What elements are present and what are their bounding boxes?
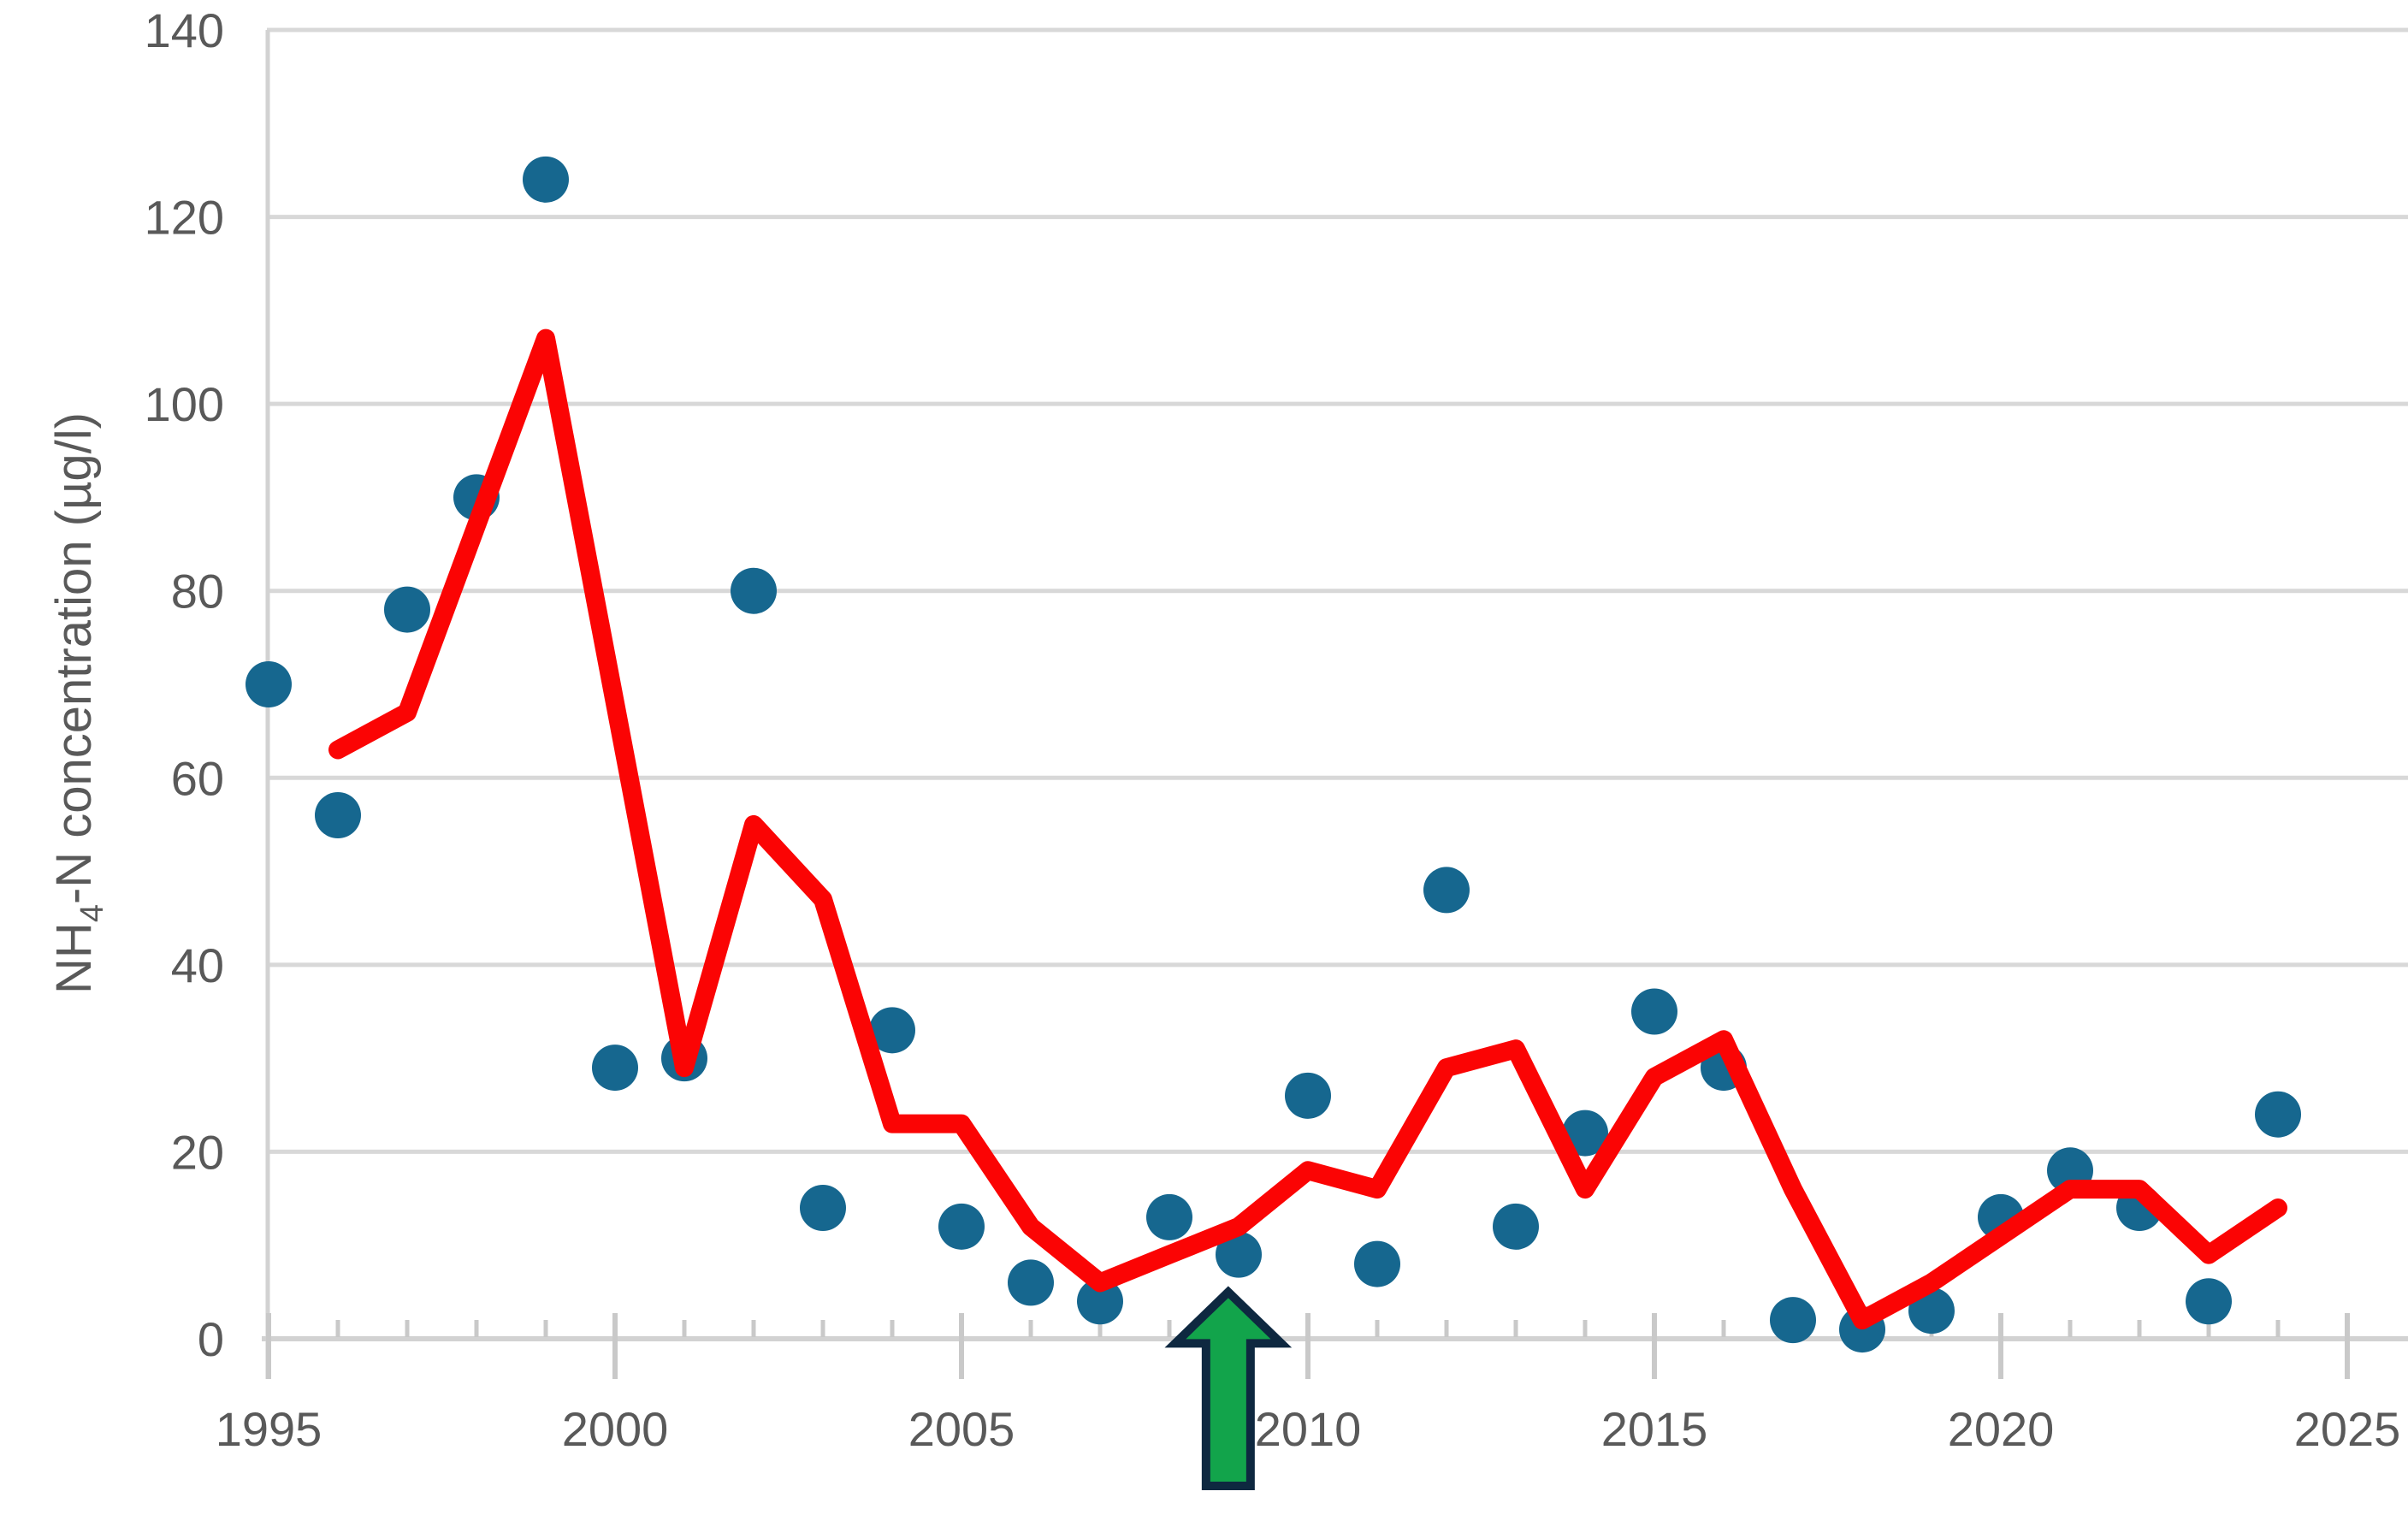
data-point <box>1146 1193 1192 1240</box>
x-tick-label: 2020 <box>1948 1402 2055 1456</box>
data-point <box>869 1007 915 1054</box>
data-point <box>384 586 430 633</box>
data-point <box>592 1045 638 1092</box>
y-axis-title: NH4-N concentration (µg/l) <box>44 301 110 1105</box>
trend-line <box>328 328 2287 1330</box>
x-tick-label: 2015 <box>1601 1402 1708 1456</box>
data-point <box>1493 1203 1539 1250</box>
y-tick-label: 0 <box>198 1312 224 1366</box>
y-tick-label: 120 <box>145 191 224 245</box>
x-tick-label: 1995 <box>216 1402 322 1456</box>
data-point <box>2255 1091 2301 1138</box>
y-axis-title-suffix: -N concentration (µg/l) <box>46 412 102 905</box>
data-point <box>1077 1278 1123 1325</box>
y-tick-label: 40 <box>171 938 224 992</box>
data-point <box>800 1185 846 1231</box>
x-tick-label: 2000 <box>562 1402 669 1456</box>
y-tick-label: 60 <box>171 751 224 805</box>
y-tick-label: 80 <box>171 565 224 618</box>
y-axis-title-subscript: 4 <box>74 904 110 923</box>
x-tick-label: 2010 <box>1255 1402 1362 1456</box>
data-point <box>938 1203 985 1250</box>
trend-line-series <box>328 328 2287 1330</box>
data-point <box>1285 1072 1331 1119</box>
data-point <box>1631 988 1677 1035</box>
data-point <box>1216 1231 1262 1278</box>
data-point <box>523 156 569 203</box>
data-point <box>315 792 361 838</box>
data-point <box>2186 1278 2232 1325</box>
y-tick-label: 100 <box>145 377 224 431</box>
y-axis-title-prefix: NH <box>46 922 102 994</box>
data-point <box>246 661 292 707</box>
data-point <box>1008 1259 1054 1306</box>
x-tick-label: 2005 <box>908 1402 1015 1456</box>
data-point <box>1770 1297 1816 1344</box>
annotations <box>1164 1286 1293 1490</box>
tick-marks <box>266 1313 2350 1379</box>
tick-labels: 0 20 40 60 80 100 120 140 1995 2000 2005 2010 2015 20… <box>145 3 2401 1456</box>
data-point <box>731 567 777 614</box>
y-tick-label: 140 <box>145 3 224 57</box>
data-point <box>1354 1240 1400 1287</box>
x-tick-label: 2025 <box>2294 1402 2401 1456</box>
up-arrow-annotation <box>1164 1286 1293 1490</box>
data-point <box>1423 867 1470 914</box>
y-tick-label: 20 <box>171 1125 224 1179</box>
